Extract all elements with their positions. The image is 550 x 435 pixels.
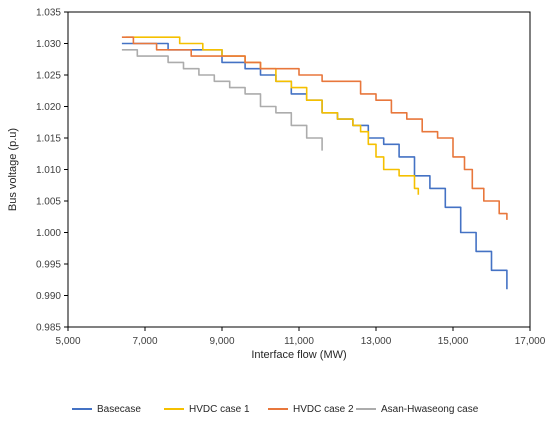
y-axis-title: Bus voltage (p.u) <box>7 128 19 211</box>
y-tick-label: 1.010 <box>36 165 61 176</box>
y-tick-label: 0.985 <box>36 323 61 334</box>
legend-label: Asan-Hwaseong case <box>381 404 479 415</box>
y-tick-label: 1.020 <box>36 102 61 113</box>
x-axis-title: Interface flow (MW) <box>251 349 346 361</box>
x-tick-label: 15,000 <box>438 336 469 347</box>
legend-label: HVDC case 1 <box>189 404 250 415</box>
x-tick-label: 17,000 <box>515 336 546 347</box>
legend-entry: HVDC case 2 <box>268 404 354 415</box>
series-line-1 <box>121 42 508 290</box>
series-line-3 <box>121 36 508 220</box>
y-tick-label: 0.990 <box>36 291 61 302</box>
y-tick-label: 1.035 <box>36 8 61 19</box>
x-tick-label: 7,000 <box>132 336 157 347</box>
x-tick-label: 11,000 <box>284 336 314 347</box>
series-line-2 <box>125 36 420 195</box>
y-tick-label: 1.015 <box>36 134 61 145</box>
legend-entry: Asan-Hwaseong case <box>356 404 479 415</box>
x-tick-label: 13,000 <box>361 336 392 347</box>
x-tick-label: 5,000 <box>55 336 80 347</box>
legend-label: HVDC case 2 <box>293 404 354 415</box>
y-axis: 0.985 0.990 0.995 1.000 1.005 1.010 1.015 1.020… <box>36 8 68 334</box>
series-layer <box>121 36 508 290</box>
y-tick-label: 1.030 <box>36 39 61 50</box>
x-axis: 5,000 7,000 9,000 11,000 13,000 15,000 17,000 <box>55 327 546 347</box>
legend-label: Basecase <box>97 404 141 415</box>
y-tick-label: 0.995 <box>36 260 61 271</box>
y-tick-label: 1.005 <box>36 197 61 208</box>
y-tick-label: 1.025 <box>36 71 61 82</box>
legend: Basecase HVDC case 1 HVDC case 2 Asan-Hwase… <box>72 404 479 415</box>
y-tick-label: 1.000 <box>36 228 61 239</box>
series-line-4 <box>121 49 323 151</box>
legend-entry: HVDC case 1 <box>164 404 250 415</box>
plot-border <box>67 11 531 328</box>
plot-area <box>67 11 531 328</box>
x-tick-label: 9,000 <box>209 336 234 347</box>
legend-entry: Basecase <box>72 404 141 415</box>
